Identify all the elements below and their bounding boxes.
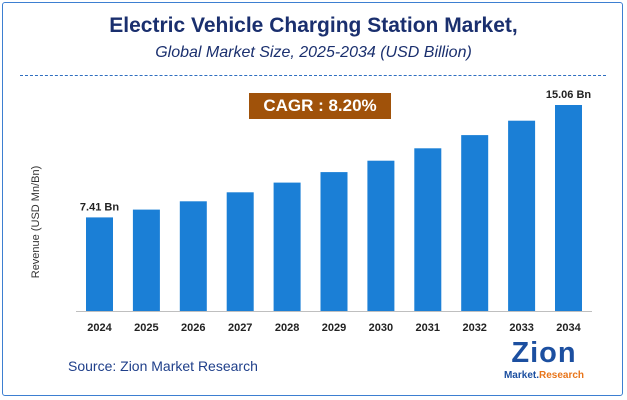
x-tick-label: 2025 — [134, 322, 158, 334]
bar-2024 — [86, 217, 113, 311]
bar-2033 — [508, 120, 536, 311]
data-label: 15.06 Bn — [546, 89, 592, 101]
cagr-badge: CAGR : 8.20% — [249, 93, 391, 119]
x-tick-label: 2029 — [322, 322, 346, 334]
source-note: Source: Zion Market Research — [68, 358, 258, 374]
x-tick-label: 2026 — [181, 322, 205, 334]
title-divider — [20, 75, 606, 76]
bar-2027 — [226, 192, 254, 311]
chart-title: Electric Vehicle Charging Station Market… — [109, 14, 518, 37]
x-tick-label: 2031 — [416, 322, 440, 334]
bar-2032 — [461, 135, 489, 311]
zion-logo: Zion Market.Research — [498, 338, 590, 390]
bar-2034 — [555, 105, 582, 311]
bar-2028 — [273, 182, 301, 311]
x-tick-label: 2034 — [556, 322, 581, 334]
bar-2029 — [320, 172, 348, 311]
bar-2030 — [367, 160, 395, 311]
x-tick-label: 2033 — [509, 322, 533, 334]
chart-subtitle: Global Market Size, 2025-2034 (USD Billi… — [155, 44, 472, 61]
x-tick-label: 2027 — [228, 322, 252, 334]
logo-sub-b: Research — [538, 370, 585, 381]
x-tick-label: 2032 — [462, 322, 486, 334]
data-label: 7.41 Bn — [80, 201, 119, 213]
bar-2026 — [179, 201, 207, 311]
x-tick-label: 2028 — [275, 322, 299, 334]
logo-wordmark: Zion — [511, 337, 577, 369]
logo-sub-a: Market. — [503, 370, 539, 381]
x-tick-label: 2030 — [369, 322, 393, 334]
bar-2031 — [414, 148, 442, 311]
bar-2025 — [132, 209, 160, 311]
logo-subtext: Market.Research — [498, 370, 590, 382]
x-tick-label: 2024 — [87, 322, 112, 334]
